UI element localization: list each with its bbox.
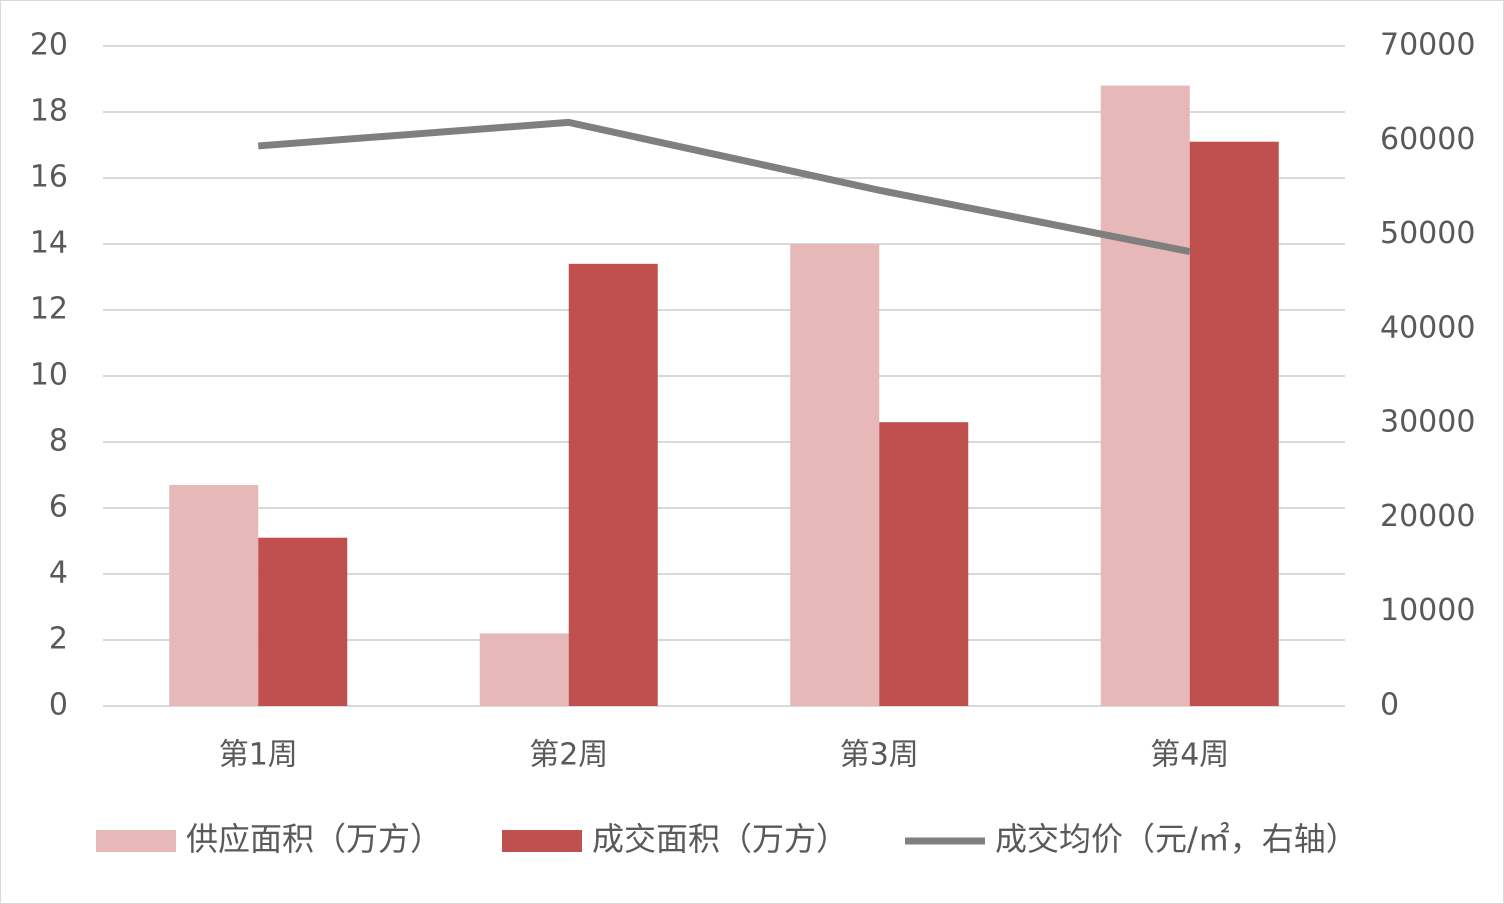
y2-tick-label: 20000 <box>1380 499 1475 534</box>
legend-swatch <box>96 830 176 852</box>
x-tick-label: 第2周 <box>529 738 608 773</box>
x-tick-label: 第1周 <box>219 738 298 773</box>
y-tick-label: 0 <box>49 688 68 723</box>
bar <box>1100 85 1190 707</box>
y2-tick-label: 10000 <box>1380 593 1475 628</box>
legend-label: 成交均价（元/㎡，右轴） <box>995 820 1358 858</box>
y2-tick-label: 40000 <box>1380 310 1475 345</box>
y2-tick-label: 60000 <box>1380 122 1475 157</box>
bar <box>169 484 259 706</box>
line <box>257 118 1191 255</box>
legend-swatch <box>502 830 582 852</box>
bar <box>790 244 880 706</box>
bar <box>258 537 348 706</box>
y-tick-label: 4 <box>49 556 68 591</box>
y2-tick-label: 70000 <box>1380 28 1475 63</box>
y-tick-label: 8 <box>49 424 68 459</box>
y2-tick-label: 30000 <box>1380 405 1475 440</box>
bar <box>879 422 969 706</box>
y-tick-label: 6 <box>49 490 68 525</box>
legend-label: 成交面积（万方） <box>592 820 848 858</box>
y-tick-label: 18 <box>30 94 68 129</box>
y-tick-label: 2 <box>49 622 68 657</box>
y-tick-label: 20 <box>30 28 68 63</box>
y-tick-label: 10 <box>30 358 68 393</box>
x-tick-label: 第4周 <box>1150 738 1229 773</box>
y2-tick-label: 0 <box>1380 688 1399 723</box>
x-tick-label: 第3周 <box>840 738 919 773</box>
bar <box>479 633 569 706</box>
bar <box>568 263 658 706</box>
y-tick-label: 12 <box>30 292 68 327</box>
legend-label: 供应面积（万方） <box>186 820 442 858</box>
bar <box>1189 141 1279 706</box>
y-tick-label: 16 <box>30 160 68 195</box>
y2-tick-label: 50000 <box>1380 216 1475 251</box>
y-tick-label: 14 <box>30 226 68 261</box>
